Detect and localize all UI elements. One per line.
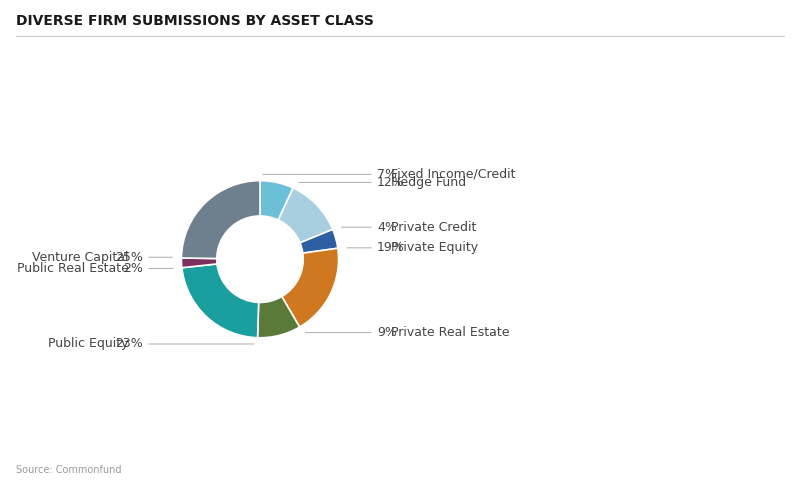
Text: 9%: 9% (377, 326, 397, 339)
Text: 2%: 2% (123, 262, 143, 275)
Text: Hedge Fund: Hedge Fund (391, 176, 466, 189)
Text: Private Credit: Private Credit (391, 221, 477, 234)
Text: 7%: 7% (377, 168, 397, 181)
Text: Fixed Income/Credit: Fixed Income/Credit (391, 168, 516, 181)
Text: Public Equity: Public Equity (48, 337, 129, 350)
Text: Private Real Estate: Private Real Estate (391, 326, 510, 339)
Wedge shape (182, 264, 258, 338)
Wedge shape (300, 229, 338, 253)
Text: Private Equity: Private Equity (391, 241, 478, 254)
Text: 4%: 4% (377, 221, 397, 234)
Wedge shape (282, 248, 338, 327)
Wedge shape (182, 258, 217, 268)
Text: Public Real Estate: Public Real Estate (17, 262, 129, 275)
Text: 12%: 12% (377, 176, 405, 189)
Wedge shape (278, 188, 333, 243)
Text: Source: Commonfund: Source: Commonfund (16, 465, 122, 475)
Wedge shape (258, 297, 300, 338)
Text: 25%: 25% (115, 251, 143, 264)
Text: Venture Capital: Venture Capital (32, 251, 129, 264)
Text: 23%: 23% (115, 337, 143, 350)
Text: DIVERSE FIRM SUBMISSIONS BY ASSET CLASS: DIVERSE FIRM SUBMISSIONS BY ASSET CLASS (16, 14, 374, 28)
Text: 19%: 19% (377, 241, 405, 254)
Wedge shape (182, 180, 260, 259)
Wedge shape (260, 180, 293, 220)
